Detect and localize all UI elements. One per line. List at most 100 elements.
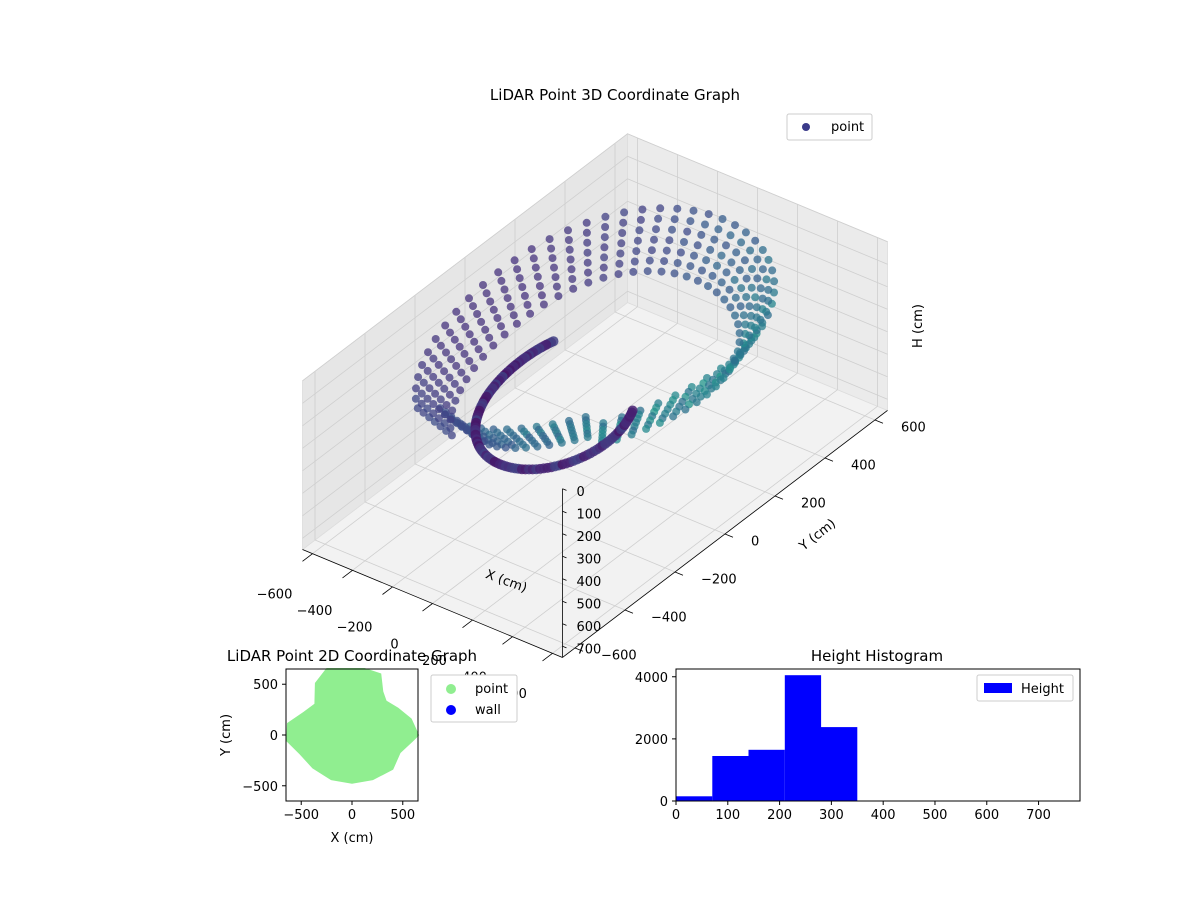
point-3d <box>701 220 709 229</box>
grid-line <box>302 223 628 472</box>
point-3d <box>660 257 669 266</box>
point-3d <box>600 233 609 242</box>
chart-3d-title: LiDAR Point 3D Coordinate Graph <box>490 86 740 104</box>
point-3d <box>506 302 515 311</box>
point-3d <box>739 311 748 320</box>
point-3d <box>583 258 592 267</box>
chart-3d-legend-label: point <box>831 120 864 135</box>
z-tick <box>562 645 567 649</box>
point-3d <box>548 254 557 263</box>
point-3d <box>770 277 779 286</box>
point-3d <box>645 256 654 265</box>
y-tick-label: −400 <box>651 611 687 626</box>
point-3d <box>676 248 685 257</box>
grid-line <box>627 133 888 243</box>
point-3d <box>445 390 454 399</box>
point-3d <box>693 276 702 285</box>
point-3d <box>636 215 645 224</box>
point-3d <box>500 330 509 339</box>
point-3d <box>600 243 609 252</box>
point-3d <box>510 256 519 265</box>
point-3d <box>568 275 577 283</box>
point-3d <box>734 320 743 329</box>
point-3d <box>545 235 554 244</box>
point-3d <box>440 384 449 393</box>
point-3d <box>527 245 536 254</box>
point-3d <box>662 246 671 255</box>
x-tick-label: −600 <box>257 588 293 603</box>
grid-line <box>302 133 628 382</box>
x-tick-label: 300 <box>819 808 844 823</box>
y-tick-label: 500 <box>253 678 278 693</box>
x-tick <box>542 652 553 662</box>
point-3d <box>753 255 762 264</box>
y-tick-label: 0 <box>751 535 759 550</box>
point-3d <box>652 225 660 234</box>
point-3d <box>485 333 494 342</box>
point-3d <box>423 404 432 413</box>
point-3d <box>737 238 746 247</box>
point-3d <box>489 341 498 350</box>
point-3d <box>704 210 713 219</box>
y-tick <box>774 495 784 500</box>
point-3d <box>735 329 744 338</box>
point-3d <box>682 272 691 281</box>
point-3d <box>452 361 461 370</box>
point-3d <box>460 349 469 358</box>
point-3d <box>706 245 715 254</box>
chart-2d-legend-marker-wall <box>446 705 456 715</box>
point-3d <box>693 241 702 250</box>
grid-line <box>302 268 628 517</box>
point-3d <box>698 266 706 275</box>
point-3d <box>702 256 711 265</box>
grid-line <box>302 290 628 539</box>
point-3d <box>732 248 741 257</box>
grid-line <box>627 290 888 400</box>
point-3d <box>764 285 773 294</box>
point-3d <box>583 238 592 247</box>
point-3d <box>686 262 695 271</box>
point-3d <box>470 337 479 346</box>
x-tick-label: 0 <box>390 637 398 652</box>
point-3d <box>489 305 498 314</box>
point-3d <box>747 283 756 292</box>
point-3d <box>554 292 563 301</box>
chart-3d: LiDAR Point 3D Coordinate Graph −600 −400… <box>257 86 926 702</box>
z-tick <box>562 533 567 536</box>
point-3d <box>567 265 576 274</box>
point-3d <box>583 433 592 442</box>
point-3d <box>725 365 734 374</box>
grid-line <box>314 539 576 649</box>
point-3d <box>425 384 434 393</box>
point-3d <box>731 221 739 230</box>
point-3d <box>494 268 503 277</box>
point-3d <box>582 218 591 227</box>
point-3d <box>670 215 679 224</box>
point-3d <box>731 293 740 302</box>
y-tick-label: −200 <box>701 573 737 588</box>
x-tick-label: 0 <box>672 808 680 823</box>
point-3d <box>740 256 749 265</box>
y-tick-label: 2000 <box>635 733 668 748</box>
y-tick <box>674 571 684 576</box>
point-3d <box>557 438 566 447</box>
point-3d <box>501 443 510 452</box>
point-3d <box>435 405 443 414</box>
y-tick <box>724 533 734 538</box>
point-3d <box>465 357 474 365</box>
point-3d <box>511 444 520 452</box>
point-3d <box>458 421 467 429</box>
x-tick-label: 0 <box>348 808 356 823</box>
y-tick-label: 200 <box>801 497 826 512</box>
point-3d <box>531 263 540 272</box>
point-3d <box>722 268 731 277</box>
point-3d <box>742 293 751 301</box>
point-3d <box>665 236 674 245</box>
point-3d <box>469 302 477 311</box>
point-3d <box>479 352 488 361</box>
grid-line <box>627 268 888 378</box>
point-3d <box>493 314 502 322</box>
point-3d <box>633 236 642 245</box>
point-3d <box>584 268 592 277</box>
chart-3d-ylabel: Y (cm) <box>796 516 839 554</box>
